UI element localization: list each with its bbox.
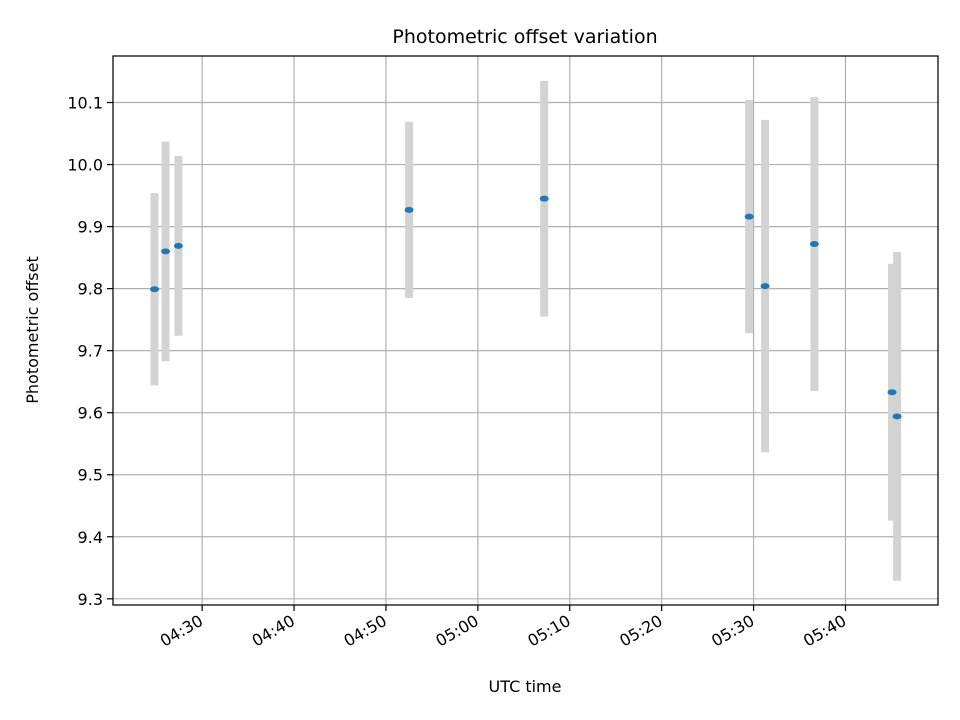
y-axis-label: Photometric offset [23, 256, 42, 404]
data-point [161, 248, 171, 255]
data-point [539, 195, 549, 202]
data-point [744, 213, 754, 220]
chart-title: Photometric offset variation [392, 26, 657, 48]
data-points [150, 195, 902, 420]
data-point [404, 206, 414, 213]
data-point [760, 283, 770, 290]
y-tick-label: 10.0 [67, 156, 103, 175]
plot-frame [112, 55, 939, 606]
y-tick-label: 9.3 [78, 590, 103, 609]
y-tick-label: 9.6 [78, 404, 103, 423]
y-tick-label: 9.4 [78, 528, 103, 547]
data-point [809, 240, 819, 247]
y-axis-ticks: 9.3 9.4 9.5 9.6 9.7 9.8 9.9 10.0 10.1 [67, 94, 113, 609]
error-bars [150, 80, 902, 581]
data-point [173, 242, 183, 249]
x-axis-ticks: 04:30 04:40 04:50 05:00 05:10 05:20 05:30 05:40 [157, 605, 849, 651]
x-tick-label: 05:30 [708, 611, 757, 651]
y-tick-label: 9.9 [78, 218, 103, 237]
x-tick-label: 05:00 [432, 611, 481, 651]
x-tick-label: 05:40 [800, 611, 849, 651]
x-tick-label: 05:10 [524, 611, 573, 651]
y-tick-label: 9.5 [78, 466, 103, 485]
data-point [887, 389, 897, 396]
grid-lines [113, 56, 938, 605]
data-point [150, 286, 160, 293]
x-tick-label: 04:40 [249, 611, 298, 651]
y-tick-label: 9.7 [78, 342, 103, 361]
y-tick-label: 9.8 [78, 280, 103, 299]
y-tick-label: 10.1 [67, 94, 103, 113]
x-tick-label: 04:30 [157, 611, 206, 651]
x-tick-label: 04:50 [341, 611, 390, 651]
x-axis-label: UTC time [489, 677, 562, 696]
x-tick-label: 05:20 [616, 611, 665, 651]
data-point [892, 413, 902, 420]
